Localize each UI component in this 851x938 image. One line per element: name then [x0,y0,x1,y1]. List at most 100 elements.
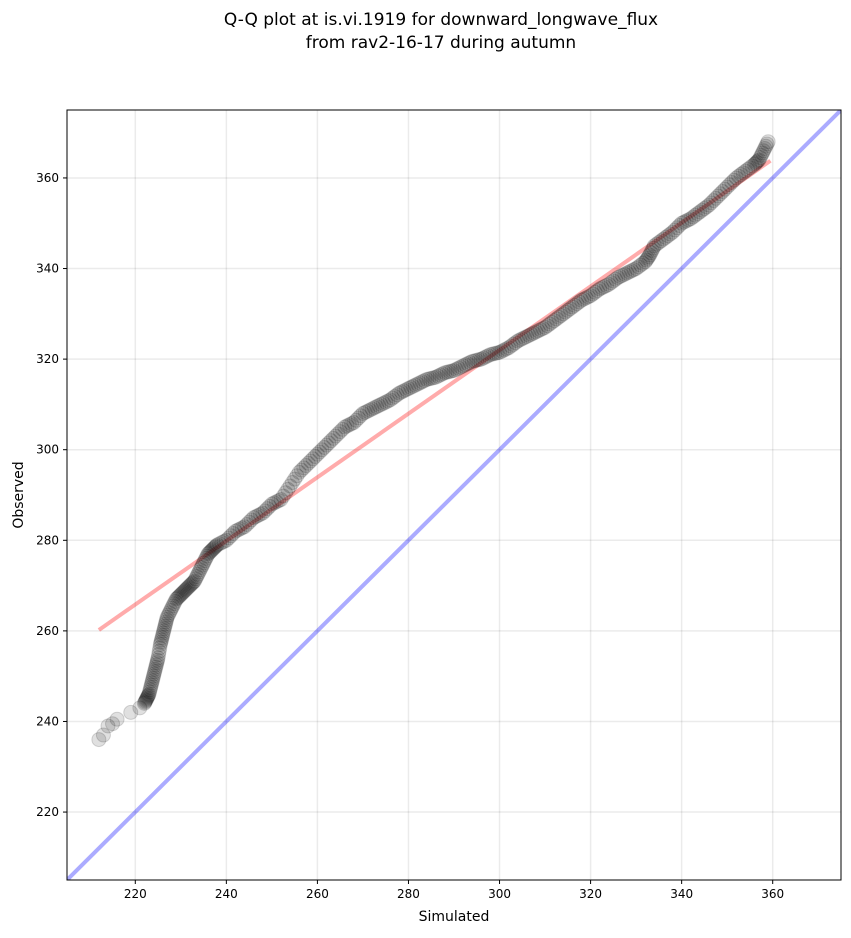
x-tick-label: 240 [215,887,238,901]
data-point [153,634,169,650]
data-point [278,485,294,501]
data-point [339,418,355,434]
data-point [428,369,444,385]
data-point [728,170,744,186]
x-tick-label: 220 [124,887,147,901]
data-point [512,332,528,348]
data-point [282,478,298,494]
data-point [398,382,414,398]
data-point [198,550,214,566]
grid-lines [67,110,841,880]
data-point [567,297,583,313]
data-point [573,292,589,308]
data-point [721,177,737,193]
data-point [756,143,772,159]
data-point [539,318,555,334]
data-point [448,361,464,377]
data-point [149,652,165,668]
data-point [576,291,592,307]
chart-title-line1: Q-Q plot at is.vi.1919 for downward_long… [224,10,658,30]
data-point [617,266,633,282]
data-point [145,670,161,686]
data-point [416,373,432,389]
chart-title-line2: from rav2-16-17 during autumn [306,33,576,53]
data-point [701,197,717,213]
data-point [156,623,172,639]
data-point [280,481,296,497]
data-point [414,374,430,390]
data-point [482,347,498,363]
data-point [275,488,291,504]
x-tick-label: 320 [579,887,602,901]
data-point [165,598,181,614]
data-point [638,252,654,268]
data-point [221,530,237,546]
data-point [619,265,635,281]
data-point [385,390,401,406]
data-point [469,352,485,368]
y-tick-label: 240 [36,714,59,728]
data-point [337,419,353,435]
data-point [259,501,275,517]
data-point [466,353,482,369]
data-point [492,344,508,360]
data-point [152,640,168,656]
data-point [303,453,319,469]
data-point [196,555,212,571]
data-point [640,250,655,266]
data-point [298,458,314,474]
data-point [451,360,467,376]
data-point [662,226,678,242]
data-point [206,540,222,556]
data-point [161,605,177,621]
data-point [683,211,699,227]
data-point [594,280,610,296]
data-point [266,495,282,511]
data-point [658,229,674,245]
data-point [667,222,683,238]
data-point [142,682,158,698]
data-point [624,263,640,279]
data-point [558,304,574,320]
data-point [181,579,197,595]
data-point [366,400,382,416]
data-point [455,358,471,374]
y-tick-label: 360 [36,171,59,185]
data-point [225,526,241,541]
data-point [341,417,357,433]
data-point [362,402,378,418]
data-point [589,283,605,299]
data-point [426,370,442,386]
data-point [400,381,416,397]
data-point [635,255,651,271]
data-point [610,270,626,286]
data-point [316,439,332,455]
data-point [430,368,446,384]
data-point [633,257,649,273]
data-point [421,371,437,387]
data-point [193,559,209,575]
data-point [166,596,182,612]
data-point [453,359,469,375]
data-point [314,442,330,458]
data-point [139,690,155,706]
data-point [359,403,375,419]
data-point [637,254,653,270]
data-point [184,575,200,591]
data-point [218,532,234,548]
data-point [712,186,728,202]
data-point [191,564,207,580]
data-point [132,700,148,716]
data-point [255,505,271,521]
data-point [136,695,152,711]
data-point [621,264,637,280]
data-point [205,541,221,557]
plot-frame [66,109,842,881]
data-point [183,576,199,592]
data-point [344,416,360,432]
data-point [744,158,760,174]
data-point [143,680,159,695]
data-point [204,542,220,558]
data-point [227,523,243,539]
